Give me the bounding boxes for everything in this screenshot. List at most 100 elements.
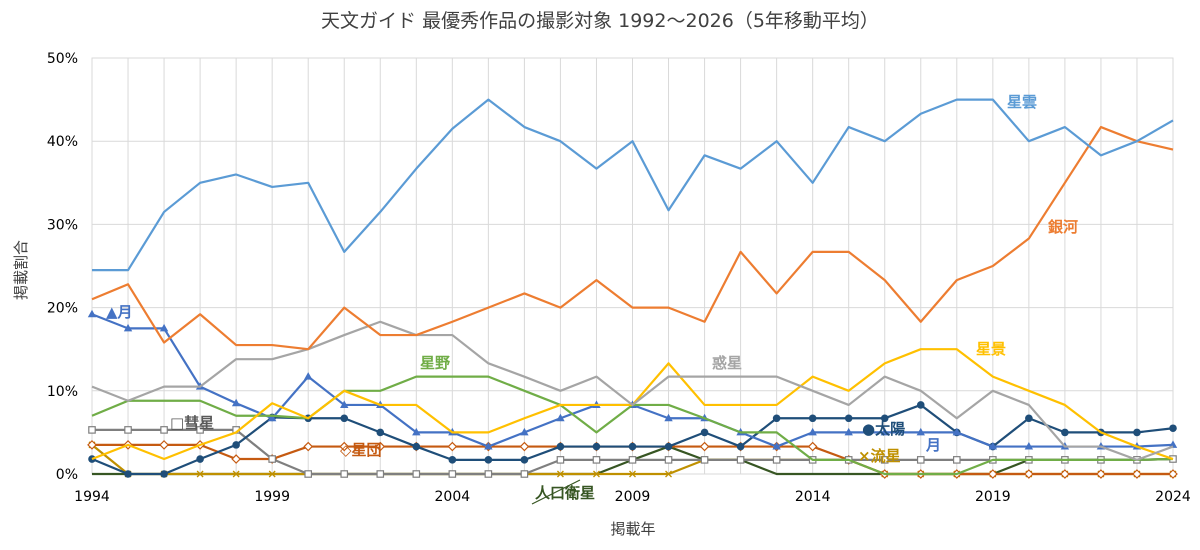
point-sun bbox=[844, 414, 853, 423]
point-sun bbox=[1061, 428, 1069, 437]
point-sun bbox=[340, 414, 349, 423]
point-cluster bbox=[447, 441, 458, 452]
point-moon bbox=[880, 427, 889, 436]
point-sun bbox=[1133, 428, 1141, 437]
y-tick-label: 10% bbox=[47, 384, 78, 400]
point-cluster bbox=[987, 469, 998, 479]
series-layer bbox=[87, 98, 1178, 479]
x-axis-label: 掲載年 bbox=[610, 520, 655, 538]
point-comet bbox=[412, 470, 421, 478]
point-cluster bbox=[231, 454, 241, 464]
series-label-moon: 月 bbox=[925, 436, 941, 454]
point-meteor bbox=[593, 470, 600, 478]
point-sun bbox=[628, 442, 637, 451]
point-sun bbox=[376, 428, 385, 437]
point-meteor bbox=[232, 470, 240, 478]
x-tick-label: 1994 bbox=[74, 489, 110, 505]
point-moon bbox=[412, 427, 421, 436]
series-nebula bbox=[92, 98, 1174, 272]
point-comet bbox=[700, 456, 709, 464]
point-comet bbox=[880, 456, 889, 464]
point-cluster bbox=[1168, 469, 1178, 479]
point-sun bbox=[772, 414, 781, 423]
point-sun bbox=[448, 456, 457, 464]
point-comet bbox=[628, 456, 637, 464]
point-meteor bbox=[629, 470, 636, 478]
point-comet bbox=[160, 426, 168, 434]
series-label-cluster: ◇星団 bbox=[340, 441, 382, 459]
series-label-galaxy: 銀河 bbox=[1048, 218, 1078, 236]
point-meteor bbox=[556, 470, 564, 478]
point-moon bbox=[520, 427, 529, 436]
series-label-meteor: ×流星 bbox=[858, 447, 901, 465]
point-comet bbox=[124, 426, 132, 434]
point-moon bbox=[340, 400, 349, 408]
point-sun bbox=[808, 414, 817, 423]
point-meteor bbox=[665, 470, 672, 478]
point-meteor bbox=[196, 470, 204, 478]
series-planet bbox=[91, 320, 1174, 461]
point-comet bbox=[916, 456, 925, 464]
point-comet bbox=[484, 470, 493, 478]
x-tick-label: 1999 bbox=[254, 489, 290, 505]
point-meteor bbox=[268, 470, 276, 478]
series-line-galaxy bbox=[91, 125, 1174, 351]
point-moon bbox=[1024, 442, 1034, 450]
point-cluster bbox=[375, 441, 386, 452]
satellite-leader-line bbox=[531, 479, 581, 505]
point-cluster bbox=[1132, 469, 1142, 479]
series-label-nebula: 星雲 bbox=[1007, 93, 1037, 111]
point-comet bbox=[556, 456, 565, 464]
point-comet bbox=[196, 426, 204, 434]
series-label-satellite: 人口衛星 bbox=[535, 484, 595, 502]
series-label-planet: 惑星 bbox=[712, 354, 742, 372]
point-sun bbox=[736, 442, 745, 451]
series-galaxy bbox=[91, 125, 1174, 351]
series-label-sun: ●太陽 bbox=[862, 420, 905, 438]
series-line-planet bbox=[91, 320, 1174, 461]
point-sun bbox=[1025, 414, 1033, 423]
y-tick-label: 40% bbox=[47, 134, 78, 150]
point-sun bbox=[700, 428, 709, 437]
point-sun bbox=[520, 456, 529, 464]
point-sun bbox=[160, 470, 168, 478]
series-label-comet: □彗星 bbox=[170, 414, 214, 432]
point-cluster bbox=[1096, 469, 1106, 479]
point-sun bbox=[1169, 424, 1177, 433]
chart-title: 天文ガイド 最優秀作品の撮影対象 1992～2026（5年移動平均） bbox=[321, 10, 879, 32]
point-moon bbox=[267, 413, 277, 422]
point-moon bbox=[844, 427, 853, 436]
y-axis-label: 掲載割合 bbox=[12, 240, 30, 300]
point-moon bbox=[87, 309, 97, 318]
point-comet bbox=[88, 426, 96, 434]
point-sun bbox=[484, 456, 493, 464]
point-moon bbox=[304, 372, 313, 380]
x-axis-ticks: 1994 1999 2004 2009 2014 2019 2024 bbox=[74, 489, 1191, 505]
point-sun bbox=[412, 442, 421, 451]
point-cluster bbox=[339, 441, 350, 452]
point-comet bbox=[268, 455, 276, 463]
point-moon bbox=[231, 398, 241, 407]
point-sun bbox=[232, 441, 240, 449]
point-sun bbox=[556, 442, 565, 451]
point-cluster bbox=[807, 441, 818, 452]
series-label-starscape: 星景 bbox=[976, 340, 1006, 358]
point-cluster bbox=[159, 440, 169, 450]
point-moon bbox=[159, 323, 169, 332]
point-moon bbox=[916, 427, 925, 436]
point-moon bbox=[484, 442, 493, 450]
point-moon bbox=[988, 442, 998, 450]
y-axis-ticks: 0% 10% 20% 30% 40% 50% bbox=[47, 51, 78, 483]
point-moon bbox=[952, 427, 961, 436]
x-tick-label: 2024 bbox=[1155, 489, 1191, 505]
point-sun bbox=[916, 401, 925, 409]
x-tick-label: 2019 bbox=[975, 489, 1011, 505]
series-line-nebula bbox=[92, 98, 1174, 272]
point-cluster bbox=[1024, 469, 1034, 479]
point-comet bbox=[376, 470, 385, 478]
point-comet bbox=[448, 470, 457, 478]
point-moon bbox=[664, 413, 673, 422]
x-tick-label: 2014 bbox=[795, 489, 831, 505]
